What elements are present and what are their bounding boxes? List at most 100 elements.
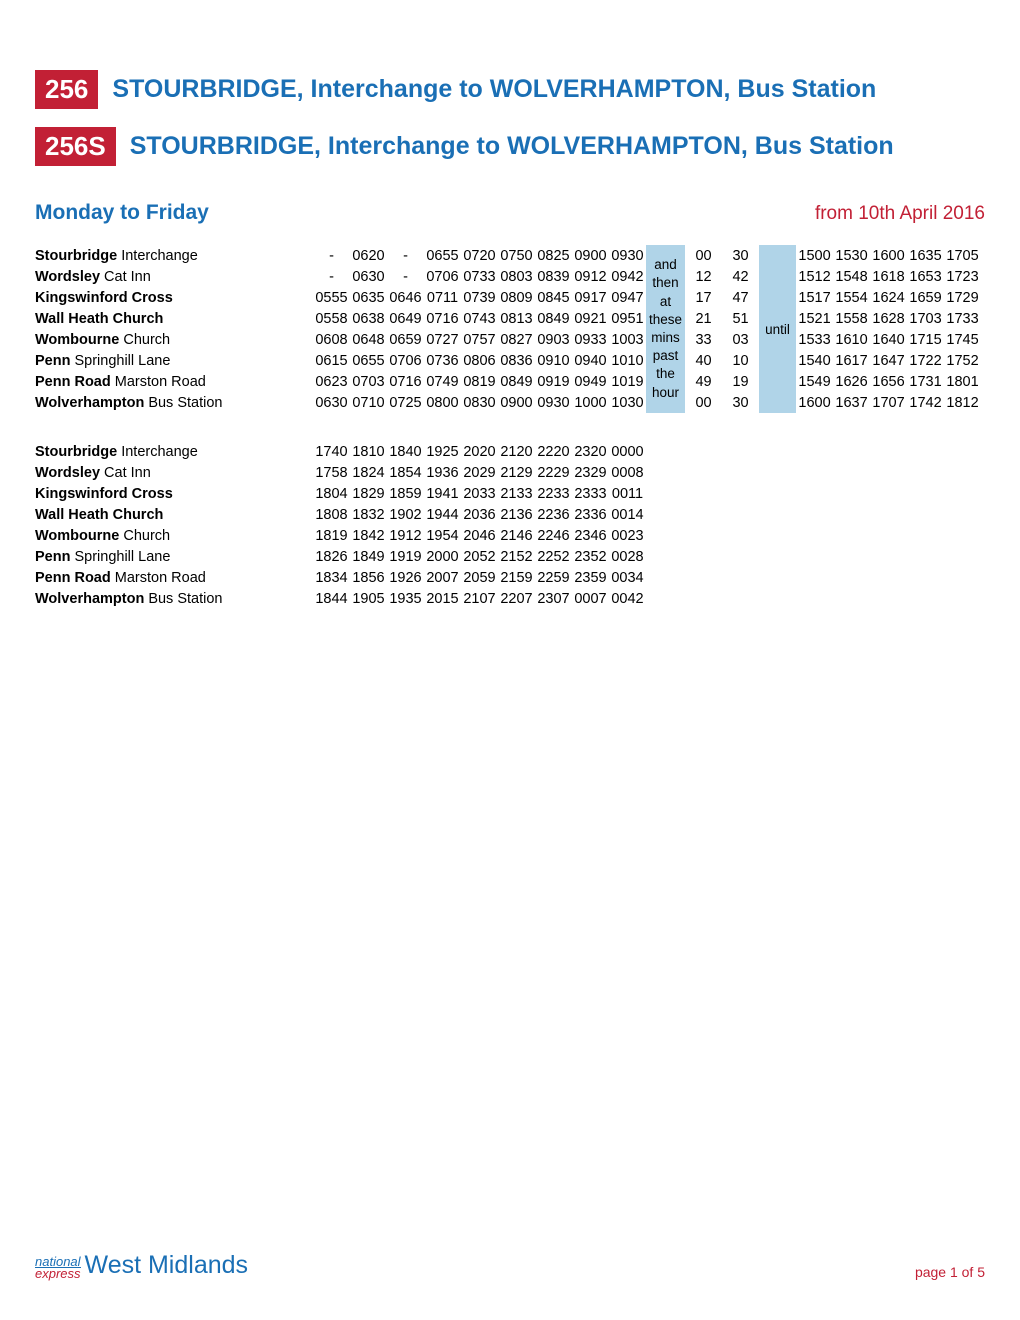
time-cell: 1944 bbox=[424, 504, 461, 525]
time-cell: 1902 bbox=[387, 504, 424, 525]
interval-minute-cell: 30 bbox=[722, 245, 759, 266]
time-cell: 2136 bbox=[498, 504, 535, 525]
time-cell: - bbox=[387, 245, 424, 266]
time-cell: 2333 bbox=[572, 483, 609, 504]
time-cell: 1656 bbox=[870, 371, 907, 392]
time-cell: 2000 bbox=[424, 546, 461, 567]
interval-minute-cell: 19 bbox=[722, 371, 759, 392]
time-cell: 0839 bbox=[535, 266, 572, 287]
time-cell: 1637 bbox=[833, 392, 870, 413]
time-cell: 0930 bbox=[535, 392, 572, 413]
time-cell: 0638 bbox=[350, 308, 387, 329]
time-cell: 1842 bbox=[350, 525, 387, 546]
time-cell: 1731 bbox=[907, 371, 944, 392]
time-cell: 0716 bbox=[424, 308, 461, 329]
time-cell: 0649 bbox=[387, 308, 424, 329]
time-cell: 1626 bbox=[833, 371, 870, 392]
time-cell: 1003 bbox=[609, 329, 646, 350]
time-cell: 2336 bbox=[572, 504, 609, 525]
time-cell: 2059 bbox=[461, 567, 498, 588]
time-cell: 2107 bbox=[461, 588, 498, 609]
time-cell: 2329 bbox=[572, 462, 609, 483]
timetable-1: Stourbridge Interchange-0620-06550720075… bbox=[35, 245, 981, 413]
time-cell: 1548 bbox=[833, 266, 870, 287]
time-cell: 1635 bbox=[907, 245, 944, 266]
route-title: STOURBRIDGE, Interchange to WOLVERHAMPTO… bbox=[130, 132, 894, 161]
time-cell: 0558 bbox=[313, 308, 350, 329]
time-cell: 0800 bbox=[424, 392, 461, 413]
time-cell: 0942 bbox=[609, 266, 646, 287]
time-cell: 1856 bbox=[350, 567, 387, 588]
time-cell: 2359 bbox=[572, 567, 609, 588]
time-cell: 2159 bbox=[498, 567, 535, 588]
table-row: Kingswinford Cross0555063506460711073908… bbox=[35, 287, 981, 308]
route-title: STOURBRIDGE, Interchange to WOLVERHAMPTO… bbox=[112, 75, 876, 104]
time-cell: 1758 bbox=[313, 462, 350, 483]
time-cell: 1723 bbox=[944, 266, 981, 287]
time-cell: 0949 bbox=[572, 371, 609, 392]
time-cell: 1819 bbox=[313, 525, 350, 546]
time-cell: 1530 bbox=[833, 245, 870, 266]
table-row: Kingswinford Cross1804182918591941203321… bbox=[35, 483, 646, 504]
time-cell: 0008 bbox=[609, 462, 646, 483]
time-cell: 1647 bbox=[870, 350, 907, 371]
time-cell: 0555 bbox=[313, 287, 350, 308]
time-cell: 1521 bbox=[796, 308, 833, 329]
stop-name: Wall Heath Church bbox=[35, 308, 313, 329]
time-cell: 0648 bbox=[350, 329, 387, 350]
table-row: Wordsley Cat Inn175818241854193620292129… bbox=[35, 462, 646, 483]
day-label: Monday to Friday bbox=[35, 201, 209, 225]
interval-minute-cell: 33 bbox=[685, 329, 722, 350]
time-cell: 0836 bbox=[498, 350, 535, 371]
interval-minute-cell: 42 bbox=[722, 266, 759, 287]
stop-name: Wordsley Cat Inn bbox=[35, 266, 313, 287]
time-cell: 0646 bbox=[387, 287, 424, 308]
table-row: Penn Road Marston Road062307030716074908… bbox=[35, 371, 981, 392]
time-cell: 1812 bbox=[944, 392, 981, 413]
time-cell: 0750 bbox=[498, 245, 535, 266]
time-cell: 0825 bbox=[535, 245, 572, 266]
time-cell: - bbox=[387, 266, 424, 287]
time-cell: 1512 bbox=[796, 266, 833, 287]
stop-name: Wolverhampton Bus Station bbox=[35, 588, 313, 609]
route-header: 256SSTOURBRIDGE, Interchange to WOLVERHA… bbox=[35, 127, 985, 166]
time-cell: 1500 bbox=[796, 245, 833, 266]
time-cell: 0615 bbox=[313, 350, 350, 371]
time-cell: 0711 bbox=[424, 287, 461, 308]
time-cell: 0011 bbox=[609, 483, 646, 504]
time-cell: 0725 bbox=[387, 392, 424, 413]
time-cell: 1703 bbox=[907, 308, 944, 329]
time-cell: 2007 bbox=[424, 567, 461, 588]
time-cell: 0919 bbox=[535, 371, 572, 392]
table-row: Wall Heath Church18081832190219442036213… bbox=[35, 504, 646, 525]
time-cell: 1854 bbox=[387, 462, 424, 483]
time-cell: 1554 bbox=[833, 287, 870, 308]
time-cell: 2259 bbox=[535, 567, 572, 588]
time-cell: 2120 bbox=[498, 441, 535, 462]
time-cell: 0900 bbox=[572, 245, 609, 266]
time-cell: 1600 bbox=[870, 245, 907, 266]
time-cell: 0727 bbox=[424, 329, 461, 350]
effective-date: from 10th April 2016 bbox=[815, 203, 985, 225]
time-cell: 0757 bbox=[461, 329, 498, 350]
time-cell: 2236 bbox=[535, 504, 572, 525]
time-cell: 0655 bbox=[350, 350, 387, 371]
time-cell: 1624 bbox=[870, 287, 907, 308]
time-cell: 2146 bbox=[498, 525, 535, 546]
time-cell: 0716 bbox=[387, 371, 424, 392]
interval-minute-cell: 51 bbox=[722, 308, 759, 329]
time-cell: 0803 bbox=[498, 266, 535, 287]
table-row: Wombourne Church181918421912195420462146… bbox=[35, 525, 646, 546]
interval-minute-cell: 03 bbox=[722, 329, 759, 350]
time-cell: 0023 bbox=[609, 525, 646, 546]
time-cell: 0706 bbox=[424, 266, 461, 287]
time-cell: 1844 bbox=[313, 588, 350, 609]
interval-minute-cell: 30 bbox=[722, 392, 759, 413]
time-cell: 1954 bbox=[424, 525, 461, 546]
interval-minute-cell: 21 bbox=[685, 308, 722, 329]
time-cell: 1618 bbox=[870, 266, 907, 287]
table-row: Penn Springhill Lane06150655070607360806… bbox=[35, 350, 981, 371]
interval-minute-cell: 10 bbox=[722, 350, 759, 371]
time-cell: 0947 bbox=[609, 287, 646, 308]
time-cell: 2133 bbox=[498, 483, 535, 504]
